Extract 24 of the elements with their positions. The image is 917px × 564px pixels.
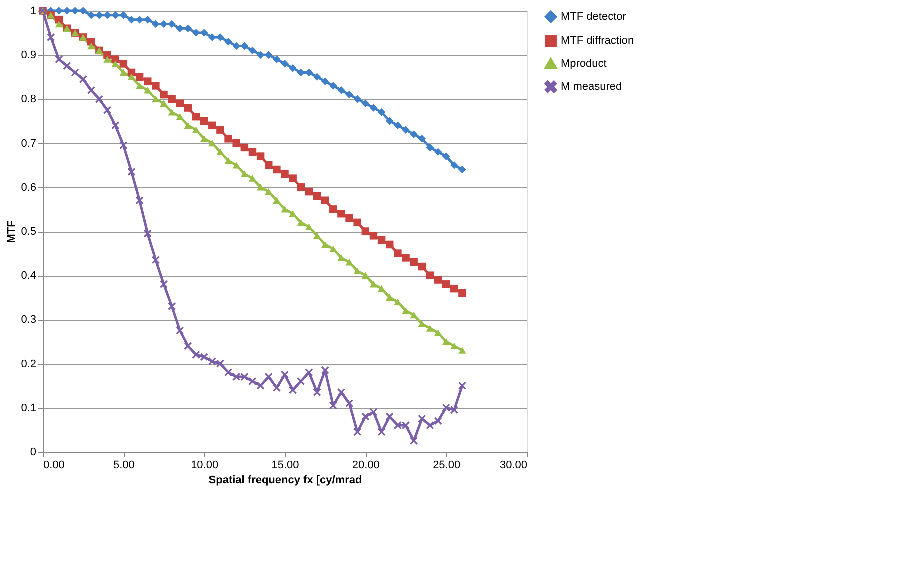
x-tick-label: 25.00 [433,460,461,472]
y-tick-label: 0.9 [21,50,36,62]
y-tick-label: 0.7 [21,138,36,150]
y-tick-label: 0.1 [21,402,36,414]
x-tick-label: 15.00 [272,460,300,472]
legend-label: MTF diffraction [561,35,634,47]
y-tick-label: 0.4 [21,270,36,282]
y-axis-title: MTF [6,220,18,244]
x-tick-label: 10.00 [191,460,219,472]
y-tick-label: 0.5 [21,226,36,238]
y-tick-label: 0.3 [21,314,36,326]
y-tick-label: 1 [30,6,36,18]
x-tick-label: 20.00 [352,460,380,472]
legend-label: MTF detector [561,11,627,23]
x-tick-label: 5.00 [113,460,135,472]
legend-label: M measured [561,81,622,93]
x-axis-title: Spatial frequency fx [cy/mrad [208,474,362,486]
y-tick-label: 0.2 [21,358,36,370]
y-tick-label: 0.8 [21,94,36,106]
x-tick-label: 30.00 [500,460,528,472]
legend-label: Mproduct [561,58,607,70]
x-tick-label: 0.00 [44,460,65,472]
y-tick-label: 0 [30,446,36,458]
y-tick-label: 0.6 [21,182,36,194]
